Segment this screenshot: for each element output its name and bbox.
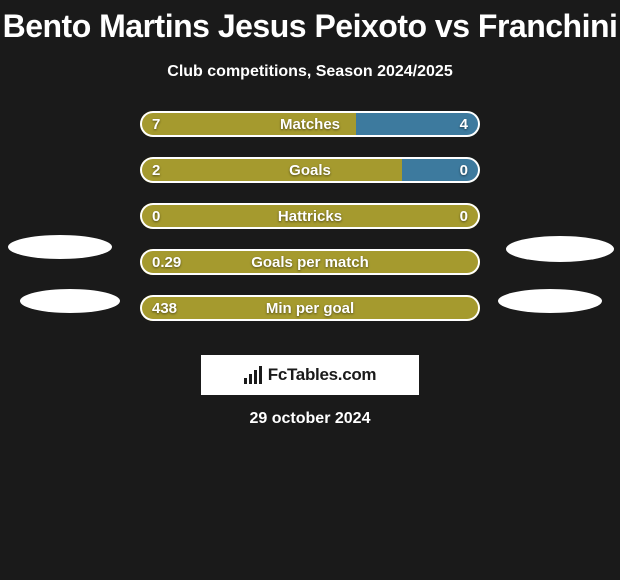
bar-value-right: 0	[460, 157, 468, 183]
decorative-ellipse	[498, 289, 602, 313]
bars-container: 7Matches42Goals00Hattricks00.29Goals per…	[140, 111, 480, 341]
bar-label: Goals	[140, 157, 480, 183]
source-logo: FcTables.com	[201, 355, 419, 395]
bar-row: 0Hattricks0	[140, 203, 480, 229]
bar-label: Hattricks	[140, 203, 480, 229]
bar-value-right: 0	[460, 203, 468, 229]
bar-label: Matches	[140, 111, 480, 137]
bar-value-right: 4	[460, 111, 468, 137]
subtitle: Club competitions, Season 2024/2025	[0, 63, 620, 81]
bar-row: 7Matches4	[140, 111, 480, 137]
logo-text: FcTables.com	[268, 365, 377, 385]
bar-label: Min per goal	[140, 295, 480, 321]
logo-bars-icon	[244, 366, 262, 384]
bar-label: Goals per match	[140, 249, 480, 275]
page-title: Bento Martins Jesus Peixoto vs Franchini	[0, 0, 620, 45]
decorative-ellipse	[506, 236, 614, 262]
snapshot-date: 29 october 2024	[0, 410, 620, 428]
comparison-chart: 7Matches42Goals00Hattricks00.29Goals per…	[0, 111, 620, 331]
bar-row: 438Min per goal	[140, 295, 480, 321]
bar-row: 0.29Goals per match	[140, 249, 480, 275]
decorative-ellipse	[8, 235, 112, 259]
decorative-ellipse	[20, 289, 120, 313]
bar-row: 2Goals0	[140, 157, 480, 183]
